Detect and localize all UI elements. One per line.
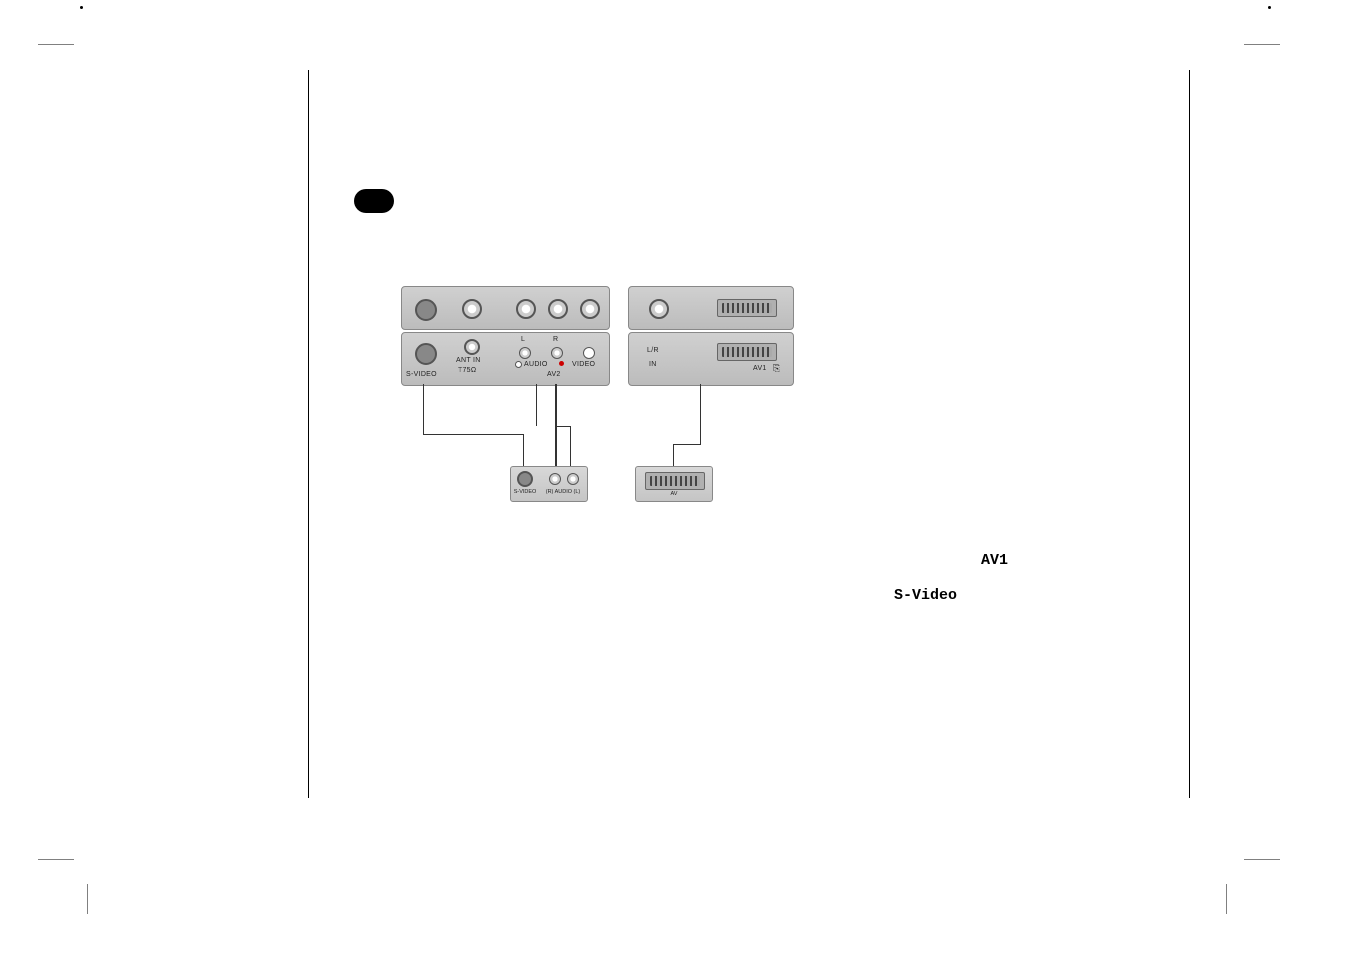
scart-port-icon: [717, 343, 777, 361]
rear-panel-right-top: [628, 286, 794, 330]
crop-line-h: [1244, 859, 1280, 860]
cable-wire: [570, 426, 571, 466]
svideo-port-icon: [415, 299, 437, 321]
scart-port-icon: [645, 472, 705, 490]
device-port-label: (R) AUDIO (L): [541, 489, 585, 495]
crop-line-v: [87, 884, 88, 914]
device-port-label: S-VIDEO: [513, 489, 537, 495]
port-label: R: [553, 336, 558, 343]
crop-dot: [1268, 6, 1271, 9]
port-label: AV2: [547, 371, 561, 378]
audio-l-port-icon: [567, 473, 579, 485]
lr-in-port-icon: [649, 299, 669, 319]
port-label: ⟙75Ω: [458, 367, 476, 375]
crop-line-h: [38, 44, 74, 45]
device-port-label: AV: [636, 491, 712, 497]
port-label: L/R: [647, 347, 659, 354]
cable-wire: [700, 384, 701, 444]
ant-port-icon: [462, 299, 482, 319]
video-port-icon: [583, 347, 595, 359]
label-svideo: S-Video: [894, 587, 957, 604]
svideo-port-icon: [415, 343, 437, 365]
rear-panel-left-top: [401, 286, 610, 330]
rear-panel-left-bottom: S-VIDEO ANT IN ⟙75Ω L R AUDIO VIDEO AV2: [401, 332, 610, 386]
cable-wire: [555, 384, 556, 426]
audio-r-port-icon: [551, 347, 563, 359]
cable-wire: [423, 384, 424, 434]
port-label: IN: [649, 361, 657, 368]
crop-line-h: [38, 859, 74, 860]
scart-port-icon: [717, 299, 777, 317]
cable-wire: [555, 426, 556, 466]
cable-wire: [536, 384, 537, 426]
cable-wire: [556, 384, 557, 466]
cable-wire: [523, 434, 524, 466]
port-label: S-VIDEO: [406, 371, 437, 378]
port-label: VIDEO: [572, 361, 595, 368]
crop-dot: [80, 6, 83, 9]
audio-l-port-icon: [519, 347, 531, 359]
audio-r-port-icon: [548, 299, 568, 319]
cable-wire: [555, 426, 571, 427]
rear-panel-right-bottom: L/R IN AV1 ⎘: [628, 332, 794, 386]
cable-wire: [673, 444, 701, 445]
crop-line-v: [1226, 884, 1227, 914]
svideo-port-icon: [517, 471, 533, 487]
dot-l: [515, 361, 522, 368]
port-label: L: [521, 336, 525, 343]
external-device-right: AV: [635, 466, 713, 502]
external-device-left: S-VIDEO (R) AUDIO (L): [510, 466, 588, 502]
cable-wire: [423, 434, 523, 435]
audio-l-port-icon: [516, 299, 536, 319]
label-av1: AV1: [981, 552, 1008, 569]
port-label: ANT IN: [456, 357, 481, 364]
section-marker-pill: [354, 189, 394, 213]
audio-r-port-icon: [549, 473, 561, 485]
port-label: AUDIO: [524, 361, 548, 368]
port-label: AV1: [753, 365, 767, 372]
dot-r: [559, 361, 564, 366]
cable-wire: [673, 444, 674, 466]
video-port-icon: [580, 299, 600, 319]
ant-port-icon: [464, 339, 480, 355]
crop-line-h: [1244, 44, 1280, 45]
scart-glyph-icon: ⎘: [773, 363, 781, 374]
